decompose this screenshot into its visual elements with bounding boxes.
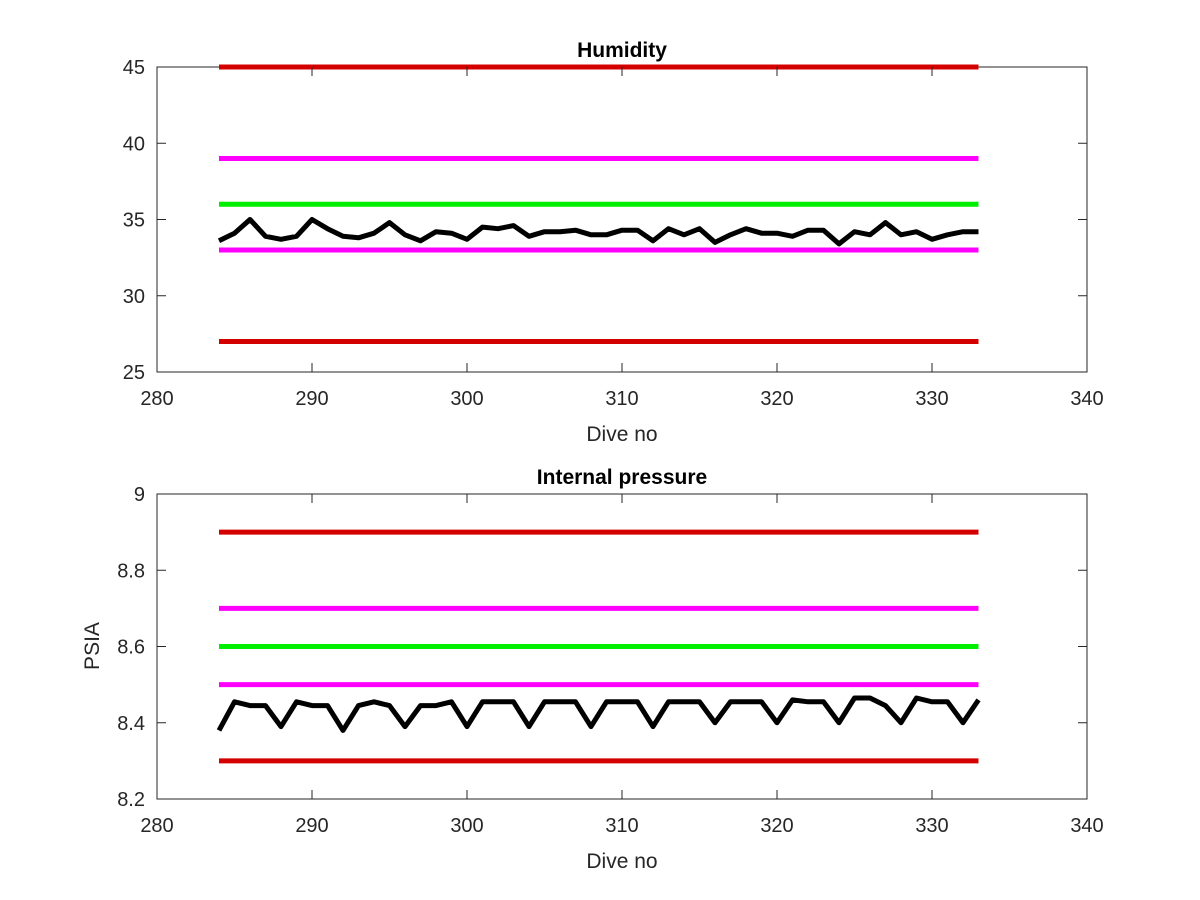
x-ticks: 280 290 300 310 320 330 340 [140,494,1104,837]
x-tick-label: 280 [140,388,173,410]
x-ticks: 280 290 300 310 320 330 340 [140,67,1104,410]
x-axis-label: Dive no [586,423,657,446]
y-tick-label: 40 [123,133,145,155]
x-tick-label: 300 [450,388,483,410]
series-line-0 [216,695,981,733]
x-axis-label: Dive no [586,850,657,873]
x-tick-label: 320 [760,815,793,837]
y-axis-label: PSIA [81,622,104,670]
thresholds [219,529,979,764]
series [217,217,979,247]
x-tick-label: 340 [1070,815,1103,837]
y-ticks: 8.2 8.4 8.6 8.8 9 [117,484,1087,811]
x-tick-label: 290 [295,388,328,410]
y-tick-label: 8.8 [117,560,145,582]
x-tick-label: 330 [915,388,948,410]
x-tick-label: 330 [915,815,948,837]
y-tick-label: 25 [123,362,145,384]
x-tick-label: 280 [140,815,173,837]
y-tick-label: 30 [123,286,145,308]
y-tick-label: 35 [123,210,145,232]
y-tick-label: 45 [123,57,145,79]
series [216,695,981,733]
x-tick-label: 290 [295,815,328,837]
x-tick-label: 300 [450,815,483,837]
y-tick-label: 8.4 [117,713,145,735]
x-tick-label: 340 [1070,388,1103,410]
series-line-0 [217,217,979,247]
axes-box [156,66,1088,373]
y-tick-label: 8.6 [117,637,145,659]
chart-title: Internal pressure [537,466,707,489]
x-tick-label: 310 [605,815,638,837]
y-tick-label: 8.2 [117,789,145,811]
subplot-humidity: 280 290 300 310 320 330 340 25 30 35 40 45 Humidit… [123,39,1104,446]
y-tick-label: 9 [134,484,145,506]
subplot-internal-pressure: 280 290 300 310 320 330 340 8.2 8.4 8.6 8.8 9 Inte… [81,466,1104,873]
thresholds [219,64,979,344]
y-ticks: 25 30 35 40 45 [123,57,1087,384]
chart-title: Humidity [577,39,667,62]
x-tick-label: 310 [605,388,638,410]
x-tick-label: 320 [760,388,793,410]
